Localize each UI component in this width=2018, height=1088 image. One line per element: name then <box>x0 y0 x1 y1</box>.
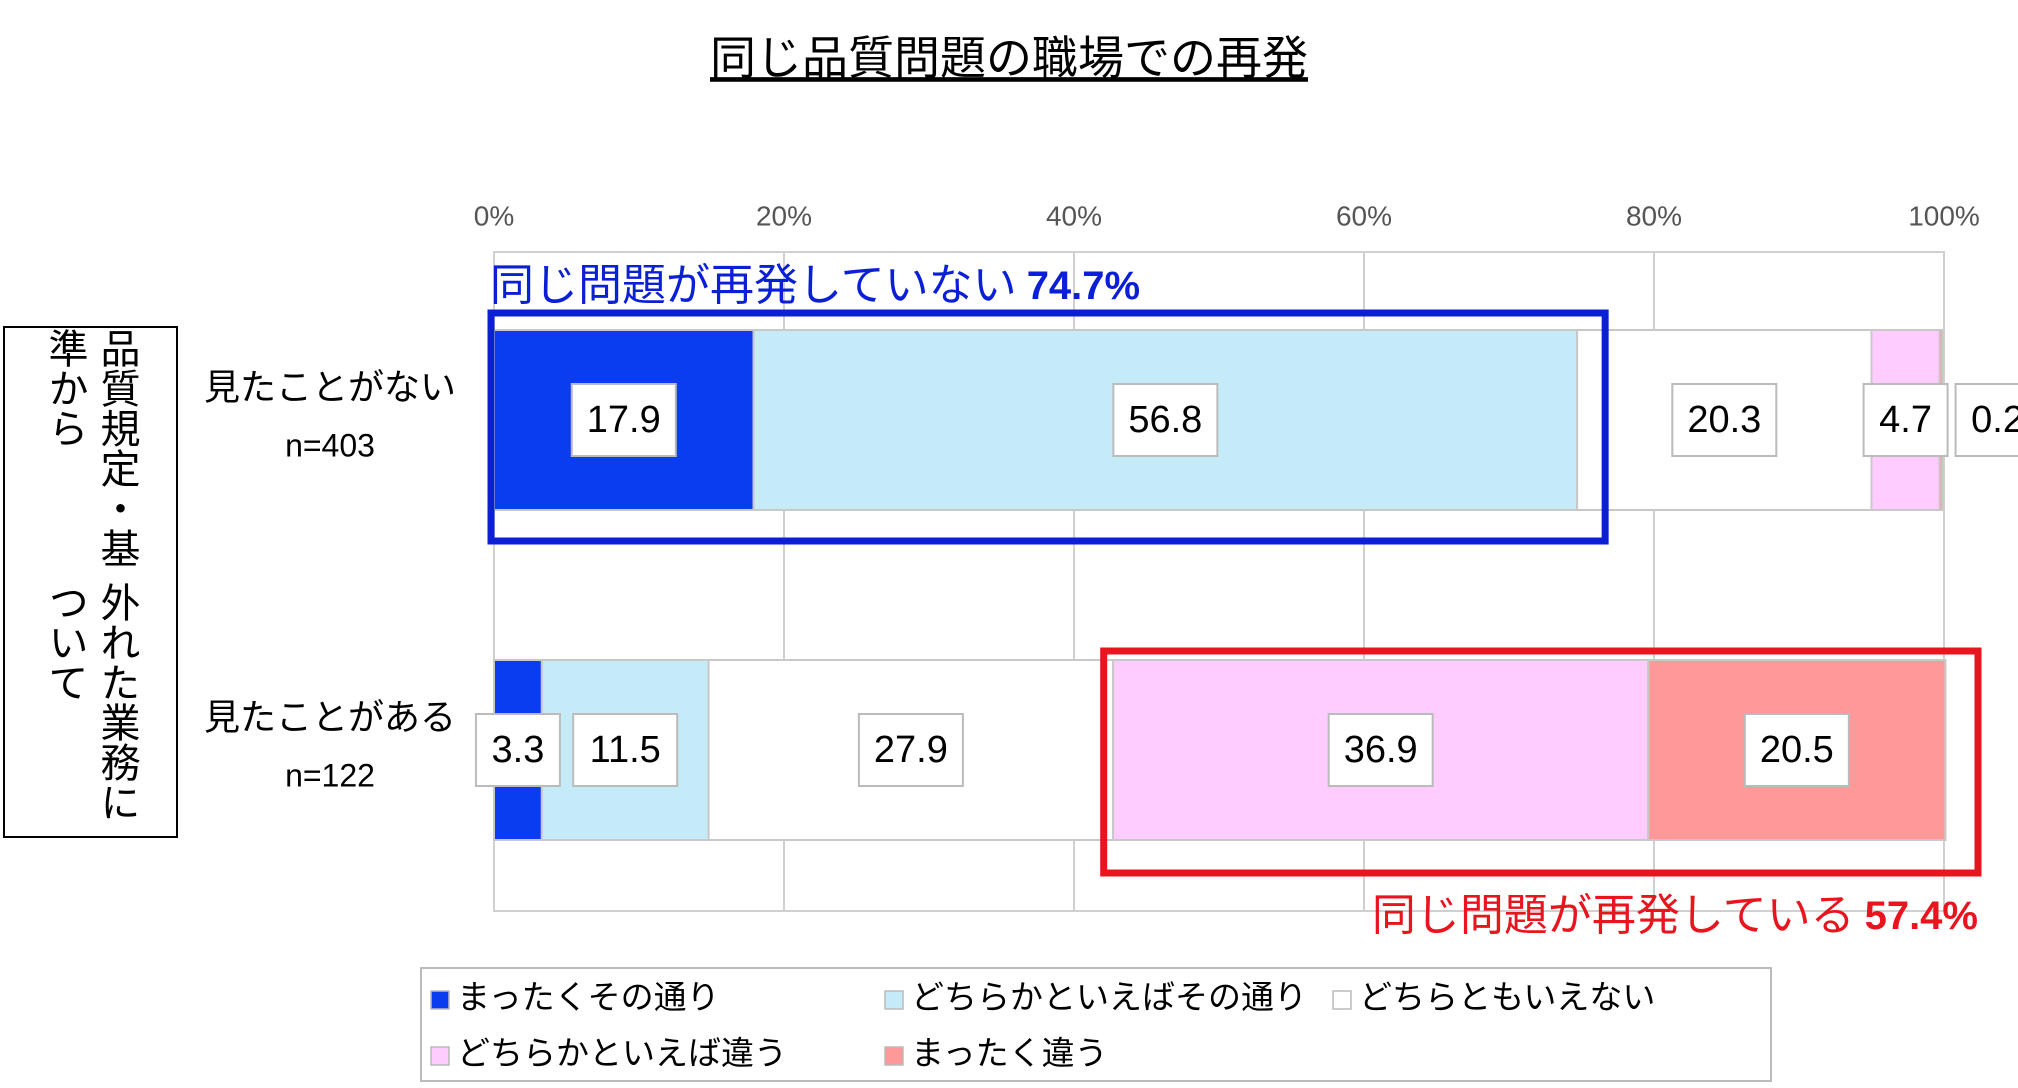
annotation-value: 74.7% <box>1027 264 1140 308</box>
legend-swatch <box>884 1046 904 1066</box>
data-label-box <box>1743 713 1850 787</box>
data-label: 0.2 <box>1971 399 2018 441</box>
data-label: 36.9 <box>1344 729 1418 771</box>
data-label: 3.3 <box>492 729 545 771</box>
annotation: 同じ問題が再発していない 74.7% <box>490 261 1140 310</box>
chart-title: 同じ品質問題の職場での再発 <box>710 32 1308 84</box>
x-tick-label: 100% <box>1908 200 1980 231</box>
data-label: 4.7 <box>1879 399 1932 441</box>
data-label: 20.3 <box>1687 399 1761 441</box>
data-label: 20.5 <box>1760 729 1834 771</box>
data-label-box <box>1954 383 2018 457</box>
legend-swatch <box>1332 990 1352 1010</box>
legend-box <box>420 967 1772 1082</box>
x-tick-label: 40% <box>1046 200 1102 231</box>
bar-segment <box>707 659 1115 841</box>
x-tick-label: 80% <box>1626 200 1682 231</box>
group-label: 品質規定・基準から 外れた業務について <box>3 326 178 838</box>
data-label: 56.8 <box>1128 399 1202 441</box>
group-label-line: 外れた業務について <box>42 582 139 822</box>
data-label-box <box>570 383 677 457</box>
category-label: 見たことがある <box>204 697 456 738</box>
highlight-box <box>1100 647 1982 877</box>
annotation-text: 同じ問題が再発していない <box>490 261 1017 310</box>
legend-swatch <box>430 1046 450 1066</box>
data-label-box <box>1671 383 1778 457</box>
x-tick-label: 60% <box>1336 200 1392 231</box>
data-label-box <box>572 713 679 787</box>
data-label-box <box>1327 713 1434 787</box>
data-label: 17.9 <box>587 399 661 441</box>
x-tick-label: 0% <box>474 200 514 231</box>
legend-label: まったく違う <box>911 1035 1108 1072</box>
annotation-value: 57.4% <box>1865 894 1978 938</box>
legend-swatch <box>884 990 904 1010</box>
legend-label: どちらかといえばその通り <box>911 979 1307 1016</box>
legend-label: どちらかといえば違う <box>457 1035 787 1072</box>
annotation: 同じ問題が再発している 57.4% <box>1372 891 1978 940</box>
x-tick-label: 20% <box>756 200 812 231</box>
data-label-box <box>474 713 561 787</box>
legend-label: まったくその通り <box>457 979 720 1016</box>
highlight-box <box>487 309 1609 545</box>
data-label-box <box>857 713 964 787</box>
data-label: 27.9 <box>874 729 948 771</box>
data-label: 11.5 <box>590 729 661 771</box>
legend-swatch <box>430 990 450 1010</box>
group-label-line: 品質規定・基準から <box>42 328 139 568</box>
annotation-text: 同じ問題が再発している <box>1372 891 1855 940</box>
data-label-box <box>1862 383 1949 457</box>
category-label: 見たことがない <box>204 367 456 408</box>
category-n: n=122 <box>285 757 375 793</box>
data-label-box <box>1112 383 1219 457</box>
legend-label: どちらともいえない <box>1359 979 1655 1016</box>
category-n: n=403 <box>285 427 375 463</box>
